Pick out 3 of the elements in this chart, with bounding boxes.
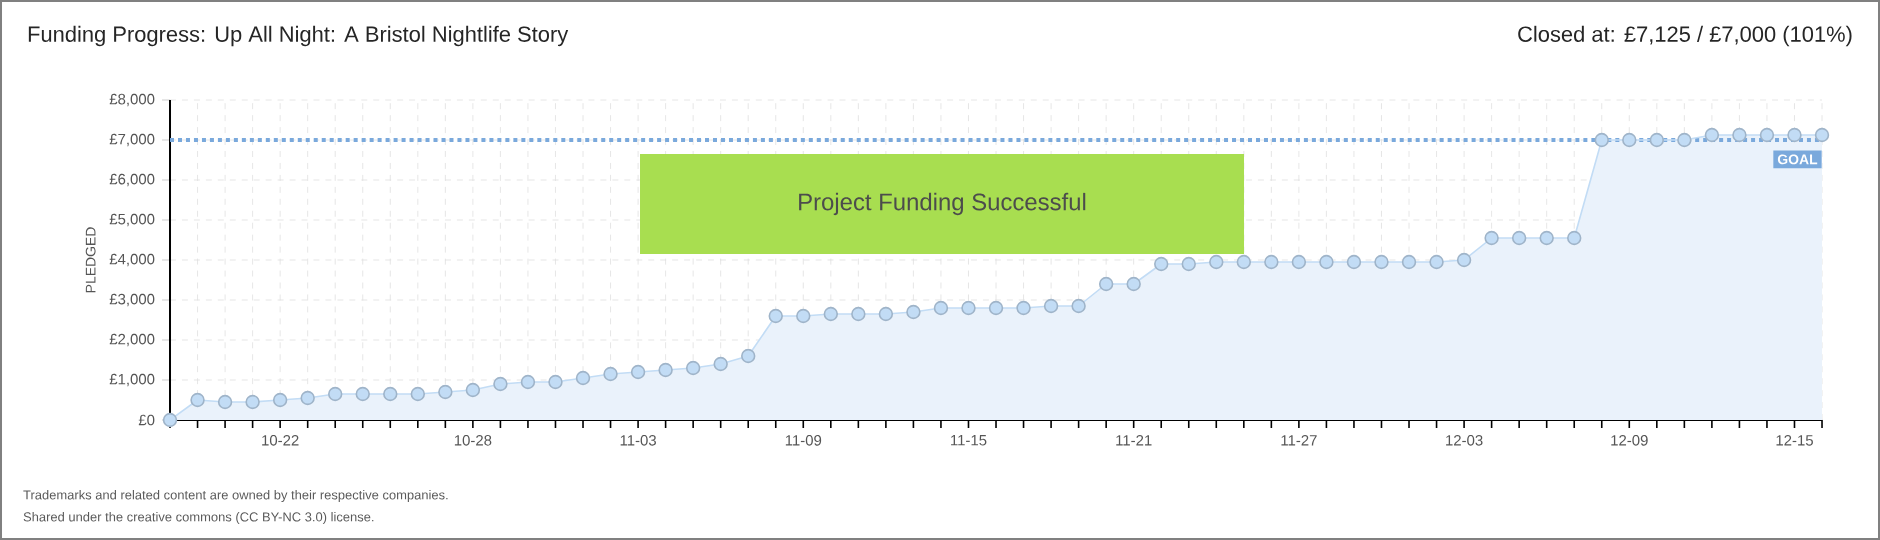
chart-subtitle: Closed at: £7,125 / £7,000 (101%) <box>1518 25 1852 47</box>
chart-title: Funding Progress: Up All Night: A Bristol Nightlife Story <box>28 25 569 47</box>
annotation: Project Funding Successful <box>799 192 1086 216</box>
